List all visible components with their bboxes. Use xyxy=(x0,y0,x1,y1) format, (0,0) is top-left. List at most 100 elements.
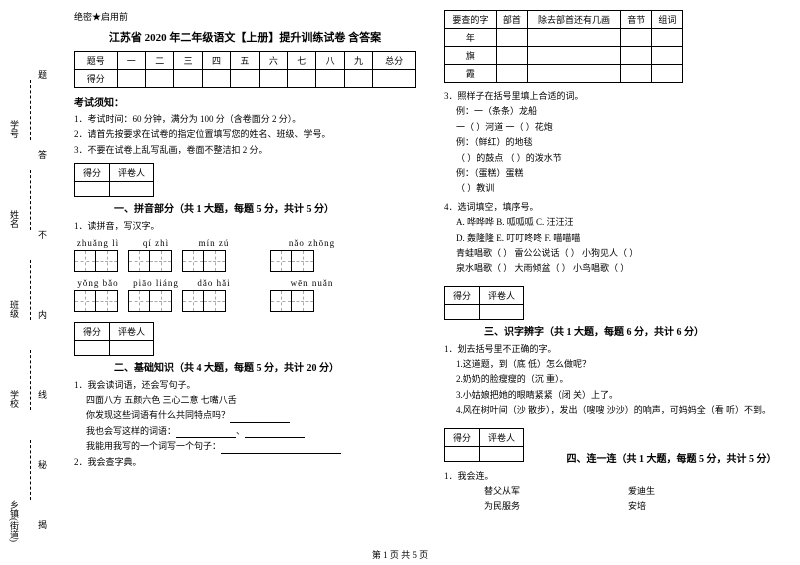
gutter-char: 秘 xyxy=(36,460,49,469)
section-1-title: 一、拼音部分（共 1 大题，每题 5 分，共计 5 分） xyxy=(114,200,334,215)
th: 要查的字 xyxy=(445,11,497,29)
gutter-char: 内 xyxy=(36,310,49,319)
q-line: 你发现这些词语有什么共同特点吗？ xyxy=(86,410,230,420)
secrecy-note: 绝密★启用前 xyxy=(74,10,416,23)
q-stem: 3．照样子在括号里填上合适的词。 xyxy=(444,89,786,103)
gutter-label: 学号 xyxy=(8,120,21,138)
q-line: 青蛙唱歌（ ） 雷公公说话（ ） 小狗见人（ ） xyxy=(444,246,786,260)
th: 除去部首还有几画 xyxy=(527,11,620,29)
gutter-char: 答 xyxy=(36,150,49,159)
pinyin: qí zhì xyxy=(132,238,180,248)
dictionary-table: 要查的字 部首 除去部首还有几画 音节 组词 年 旗 霞 xyxy=(444,10,683,83)
cell: 霞 xyxy=(445,65,497,83)
gutter-char: 不 xyxy=(36,230,49,239)
options: A. 哗哗哗 B. 呱呱呱 C. 汪汪汪 xyxy=(444,215,786,229)
th: 四 xyxy=(202,52,230,70)
section-4-title: 四、连一连（共 1 大题，每题 5 分，共计 5 分） xyxy=(567,450,777,465)
q-line: （ ）的鼓点 （ ）的泼水节 xyxy=(444,151,786,165)
section-3-title: 三、识字辨字（共 1 大题，每题 6 分，共计 6 分） xyxy=(484,323,704,338)
tianzi-box[interactable] xyxy=(74,250,118,272)
example: 例：（蛋糕）蛋糕 xyxy=(444,166,786,180)
page-footer: 第 1 页 共 5 页 xyxy=(0,548,800,561)
score-box: 得分 评卷人 xyxy=(74,322,154,356)
gutter-char: 揭 xyxy=(36,520,49,529)
pinyin: zhuǎng lì xyxy=(74,238,122,248)
gutter-char: 线 xyxy=(36,390,49,399)
th: 七 xyxy=(288,52,316,70)
grader-label: 评卷人 xyxy=(110,164,154,182)
example: 例：一（条条）龙船 xyxy=(444,104,786,118)
score-box: 得分 评卷人 xyxy=(74,163,154,197)
q-line: 1.这道题，到（底 低）怎么做呢？ xyxy=(444,357,786,371)
q-line: （ ）教训 xyxy=(444,181,786,195)
q-line: 我也会写这样的词语： xyxy=(86,426,176,436)
right-column: 要查的字 部首 除去部首还有几画 音节 组词 年 旗 霞 3．照样子在括号里填上… xyxy=(430,0,800,565)
blank[interactable] xyxy=(221,444,341,454)
cell: 旗 xyxy=(445,47,497,65)
q-line: 我能用我写的一个词写一个句子： xyxy=(86,441,221,451)
th: 音节 xyxy=(621,11,652,29)
th: 总分 xyxy=(373,52,416,70)
th: 八 xyxy=(316,52,344,70)
q-line: 泉水唱歌（ ） 大雨倾盆（ ） 小鸟唱歌（ ） xyxy=(444,261,786,275)
paper-title: 江苏省 2020 年二年级语文【上册】提升训练试卷 含答案 xyxy=(74,29,416,45)
row-label: 得分 xyxy=(75,70,118,88)
fold-line xyxy=(30,80,31,140)
blank[interactable] xyxy=(245,428,305,438)
match-left: 为民服务 xyxy=(484,499,520,513)
th: 一 xyxy=(117,52,145,70)
pinyin: dǎo hǎi xyxy=(190,278,238,288)
options: D. 轰隆隆 E. 叮叮咚咚 F. 喵喵喵 xyxy=(444,231,786,245)
gutter-label: 姓名 xyxy=(8,210,21,228)
pinyin: nǎo zhōng xyxy=(288,238,336,248)
cell: 年 xyxy=(445,29,497,47)
match-right: 安培 xyxy=(628,499,646,513)
q-stem: 4．选词填空，填序号。 xyxy=(444,200,786,214)
fold-line xyxy=(30,170,31,230)
gutter-label: 乡镇(街道) xyxy=(8,500,21,542)
tianzi-box[interactable] xyxy=(182,290,226,312)
pinyin: wēn nuǎn xyxy=(288,278,336,288)
th: 五 xyxy=(231,52,259,70)
score-box: 得分 评卷人 xyxy=(444,286,524,320)
gutter-label: 学校 xyxy=(8,390,21,408)
gutter-label: 班级 xyxy=(8,300,21,318)
q-stem: 1．划去括号里不正确的字。 xyxy=(444,342,786,356)
pinyin: piāo liáng xyxy=(132,278,180,288)
pinyin: yǒng bǎo xyxy=(74,278,122,288)
binding-gutter: 乡镇(街道) 学校 班级 姓名 学号 题 答 不 内 线 秘 揭 xyxy=(0,0,60,565)
th: 部首 xyxy=(496,11,527,29)
tianzi-box[interactable] xyxy=(270,290,314,312)
score-box: 得分 评卷人 xyxy=(444,428,524,462)
fold-line xyxy=(30,350,31,410)
th: 九 xyxy=(344,52,372,70)
tianzi-box[interactable] xyxy=(74,290,118,312)
section-2-title: 二、基础知识（共 4 大题，每题 5 分，共计 20 分） xyxy=(114,359,339,374)
q-line: 4.风在树叶间（沙 散步），发出（嗖嗖 沙沙）的响声，可妈妈全（看 听）不到。 xyxy=(444,403,786,417)
pinyin: mín zú xyxy=(190,238,238,248)
blank[interactable] xyxy=(176,428,236,438)
blank[interactable] xyxy=(230,413,290,423)
q1-stem: 1．读拼音，写汉字。 xyxy=(74,219,416,233)
q-line: 3.小姑娘把她的眼睛紧紧（闭 关）上了。 xyxy=(444,388,786,402)
th: 二 xyxy=(146,52,174,70)
th: 六 xyxy=(259,52,287,70)
fold-line xyxy=(30,260,31,320)
q-stem: 1．我会连。 xyxy=(444,469,786,483)
tianzi-box[interactable] xyxy=(182,250,226,272)
tianzi-box[interactable] xyxy=(128,290,172,312)
notice-item: 1．考试时间：60 分钟，满分为 100 分（含卷面分 2 分）。 xyxy=(74,112,416,126)
q-line: 一（ ）河道 一（ ）花炮 xyxy=(444,120,786,134)
th: 组词 xyxy=(652,11,683,29)
notice-head: 考试须知： xyxy=(74,94,416,109)
notice-item: 3．不要在试卷上乱写乱画，卷面不整洁扣 2 分。 xyxy=(74,143,416,157)
tianzi-box[interactable] xyxy=(270,250,314,272)
score-label: 得分 xyxy=(75,164,110,182)
q-stem: 2．我会查字典。 xyxy=(74,455,416,469)
example: 例：（鲜红）的地毯 xyxy=(444,135,786,149)
th: 题号 xyxy=(75,52,118,70)
fold-line xyxy=(30,440,31,500)
tianzi-box[interactable] xyxy=(128,250,172,272)
left-column: 绝密★启用前 江苏省 2020 年二年级语文【上册】提升训练试卷 含答案 题号 … xyxy=(60,0,430,565)
th: 三 xyxy=(174,52,202,70)
